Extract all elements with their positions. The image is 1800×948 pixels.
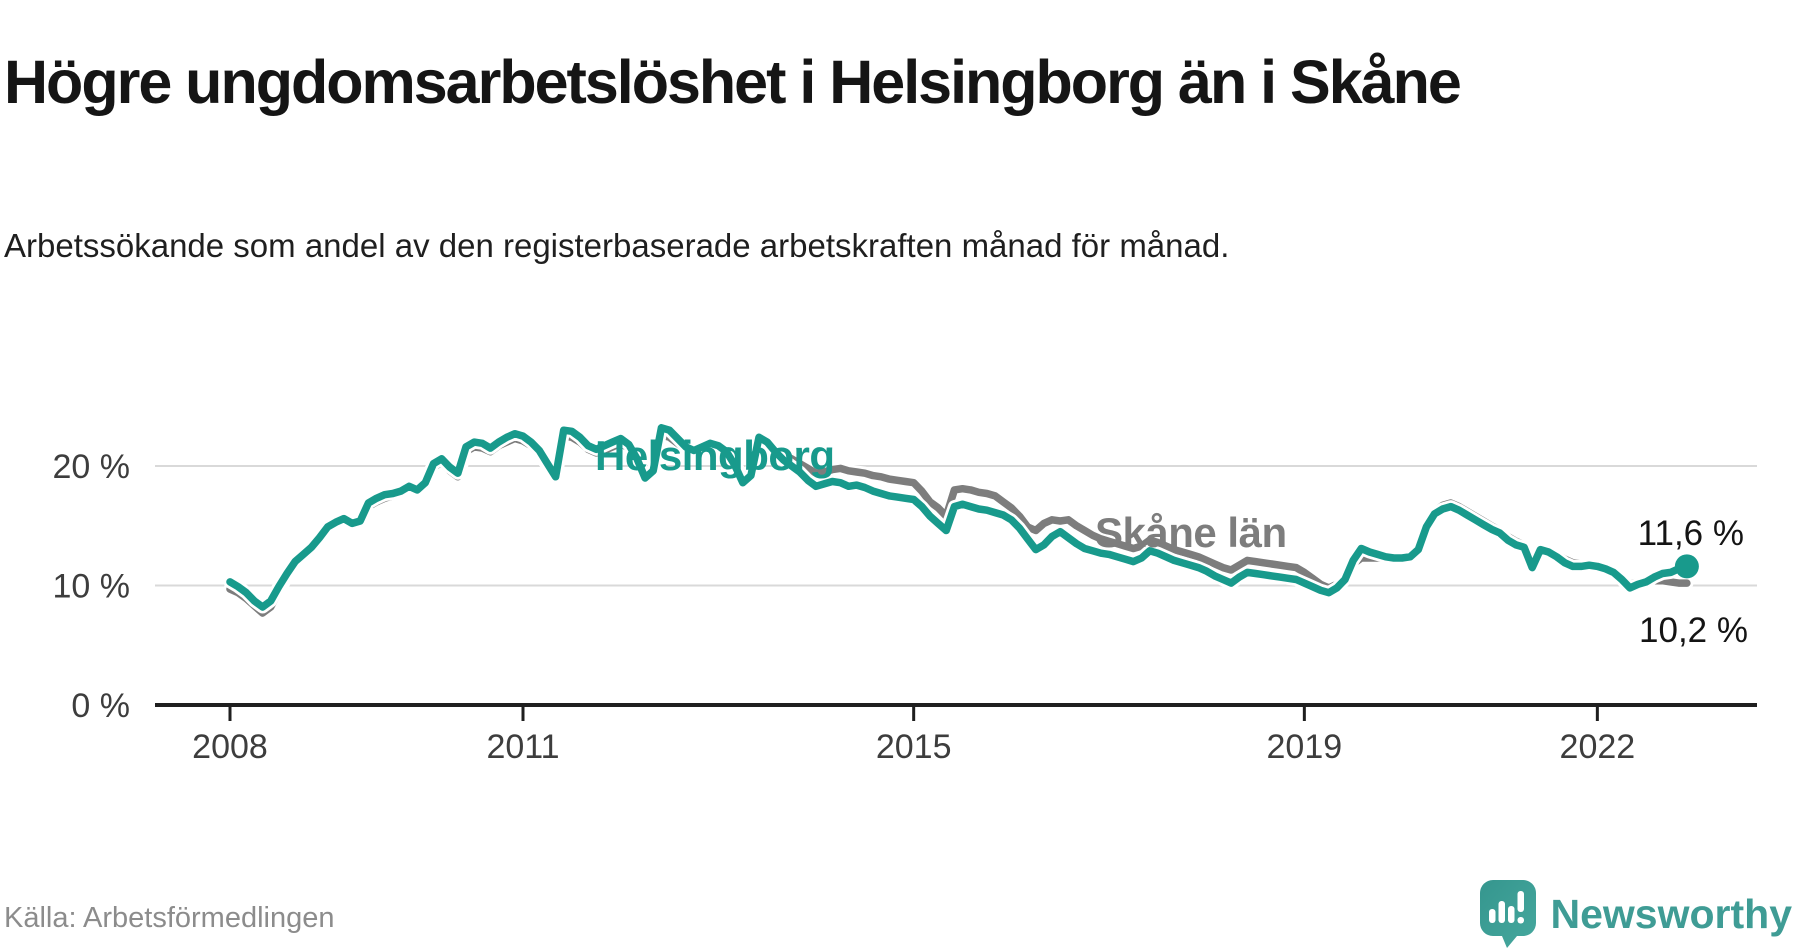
x-axis-label-2015: 2015 [876,728,952,766]
end-label-helsingborg: 11,6 % [1638,514,1744,553]
brand-lockup: Newsworthy [1479,878,1793,948]
brand-name: Newsworthy [1550,890,1793,937]
x-axis-label-2008: 2008 [192,728,268,766]
x-axis-label-2022: 2022 [1560,728,1636,766]
y-axis-label-0: 0 % [71,687,130,725]
end-label-skåne-län: 10,2 % [1639,611,1748,650]
x-axis-label-2011: 2011 [486,728,559,766]
chart-title: Högre ungdomsarbetslöshet i Helsingborg … [4,47,1462,116]
series-line-helsingborg [226,424,1691,611]
chart-subtitle: Arbetssökande som andel av den registerb… [4,227,1230,264]
newsworthy-logo-icon [1479,880,1536,948]
y-axis-label-10: 10 % [53,568,131,606]
series-label-helsingborg: Helsingborg [595,432,835,479]
end-point-dot [1674,554,1699,579]
source-note: Källa: Arbetsförmedlingen [4,902,335,934]
bar-chart-glyph [1488,891,1524,924]
series-label-skåne-län: Skåne län [1095,509,1287,556]
x-axis-label-2019: 2019 [1267,728,1343,766]
y-axis-label-20: 20 % [53,448,131,486]
